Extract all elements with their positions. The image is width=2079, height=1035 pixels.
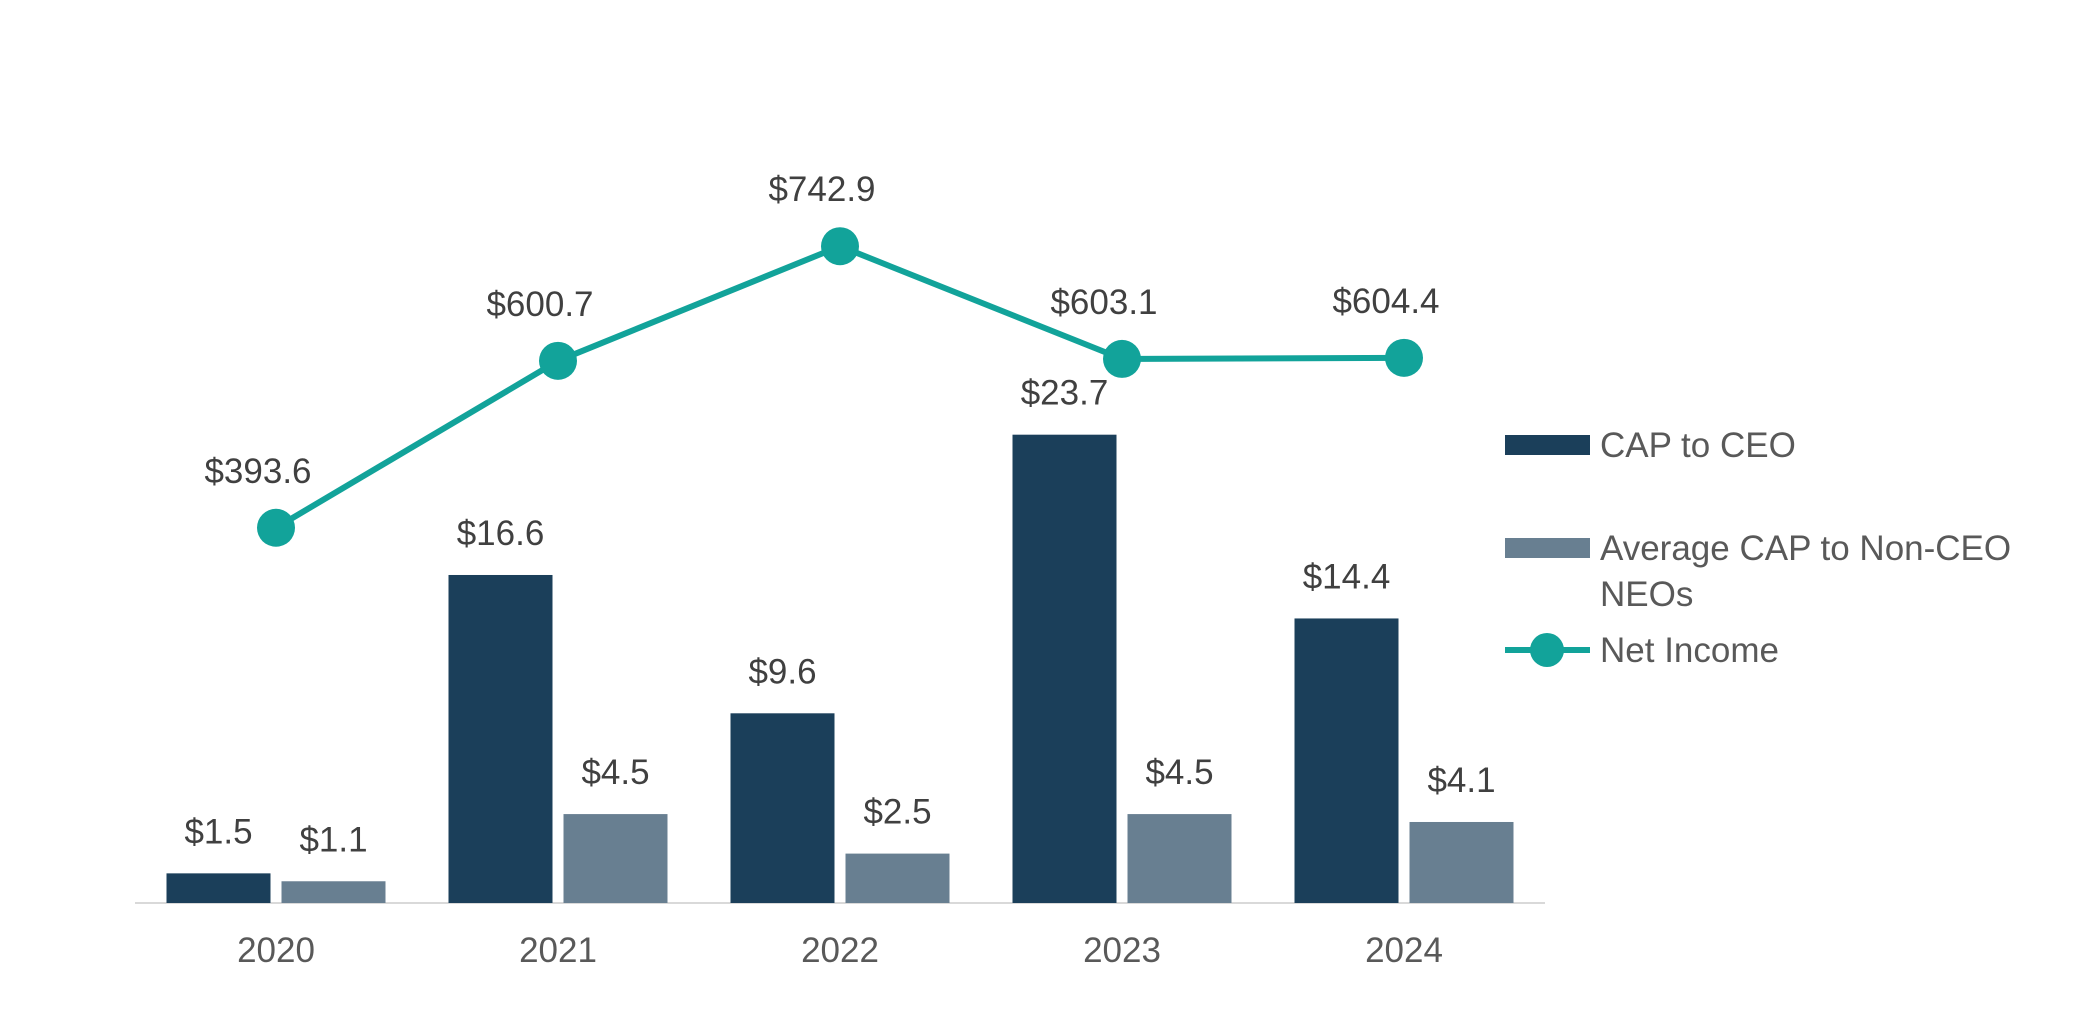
legend-label-2-0: Net Income xyxy=(1600,631,1779,670)
x-tick-label-2023: 2023 xyxy=(1083,931,1161,970)
bar-label-cap-non-ceo-2023: $4.5 xyxy=(1145,753,1213,792)
bar-cap-non-ceo-2024 xyxy=(1409,821,1514,903)
bar-label-cap-ceo-2024: $14.4 xyxy=(1303,557,1391,596)
net-income-label-2021: $600.7 xyxy=(486,285,593,324)
bar-cap-ceo-2024 xyxy=(1294,618,1399,903)
bars-layer xyxy=(166,434,1514,903)
labels-layer: $1.5 $1.1 $16.6 $4.5 $9.6 $2.5 $23.7 $4.5 $14.4 $… xyxy=(184,170,1495,859)
bar-cap-ceo-2023 xyxy=(1012,434,1117,903)
x-tick-label-2024: 2024 xyxy=(1365,931,1443,970)
bar-label-cap-ceo-2020: $1.5 xyxy=(184,812,252,851)
legend-swatch-0 xyxy=(1505,435,1590,455)
net-income-point-2023 xyxy=(1103,339,1141,378)
net-income-label-2023: $603.1 xyxy=(1050,283,1157,322)
bar-cap-non-ceo-2021 xyxy=(563,814,668,903)
bar-cap-non-ceo-2023 xyxy=(1127,814,1232,903)
net-income-label-2024: $604.4 xyxy=(1332,282,1439,321)
bar-label-cap-non-ceo-2021: $4.5 xyxy=(581,753,649,792)
net-income-line xyxy=(274,243,1405,531)
legend-swatch-marker xyxy=(1530,633,1564,667)
bar-cap-non-ceo-2020 xyxy=(281,881,386,903)
bar-label-cap-ceo-2021: $16.6 xyxy=(457,514,545,553)
bar-label-cap-non-ceo-2024: $4.1 xyxy=(1427,761,1495,800)
x-tick-label-2022: 2022 xyxy=(801,931,879,970)
legend: CAP to CEO Average CAP to Non-CEO NEOs Net … xyxy=(1505,426,2011,670)
net-income-point-2020 xyxy=(257,508,295,547)
legend-label-1-1: NEOs xyxy=(1600,575,1693,614)
x-tick-layer: 2020 2021 2022 2023 2024 xyxy=(237,931,1443,970)
legend-label-1-0: Average CAP to Non-CEO xyxy=(1600,529,2011,568)
net-income-point-2021 xyxy=(539,341,577,380)
bar-label-cap-ceo-2023: $23.7 xyxy=(1021,374,1109,413)
net-income-point-2022 xyxy=(821,227,859,266)
bar-cap-ceo-2020 xyxy=(166,873,271,903)
legend-label-0-0: CAP to CEO xyxy=(1600,426,1796,465)
bar-label-cap-ceo-2022: $9.6 xyxy=(748,652,816,691)
bar-cap-non-ceo-2022 xyxy=(845,853,950,903)
bar-cap-ceo-2021 xyxy=(448,574,553,903)
bar-cap-ceo-2022 xyxy=(730,713,835,903)
net-income-label-2020: $393.6 xyxy=(204,452,311,491)
x-tick-label-2020: 2020 xyxy=(237,931,315,970)
bar-label-cap-non-ceo-2020: $1.1 xyxy=(299,820,367,859)
line-layer xyxy=(257,227,1423,547)
x-tick-label-2021: 2021 xyxy=(519,931,597,970)
legend-swatch-1 xyxy=(1505,538,1590,558)
net-income-point-2024 xyxy=(1385,338,1423,377)
net-income-label-2022: $742.9 xyxy=(768,170,875,209)
bar-label-cap-non-ceo-2022: $2.5 xyxy=(863,793,931,832)
